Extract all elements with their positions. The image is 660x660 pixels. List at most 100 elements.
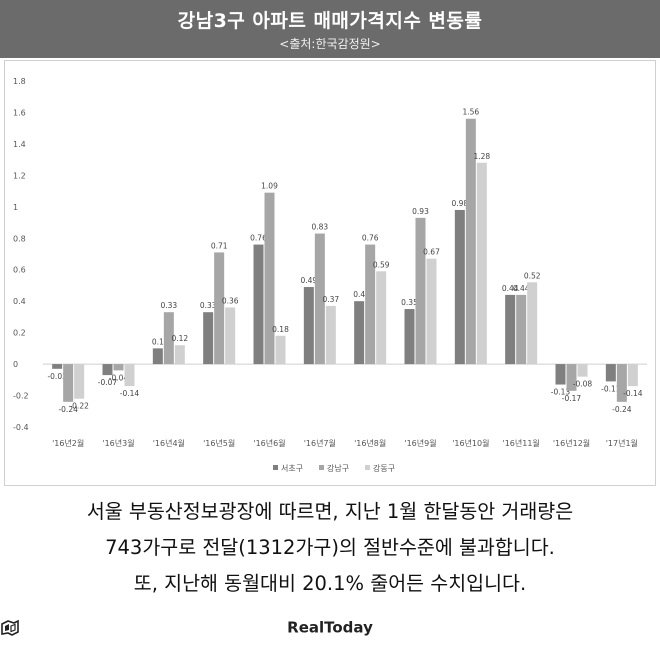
y-tick-label: -0.4 <box>13 423 29 432</box>
brand-name: RealToday <box>287 618 373 637</box>
realtoday-logo-icon <box>1 619 19 636</box>
data-label: -0.22 <box>69 402 89 411</box>
data-label: 0.1 <box>152 337 164 346</box>
bar <box>605 364 616 382</box>
bar <box>404 309 415 365</box>
chart-source: <출처:한국감정원> <box>279 37 381 51</box>
bar <box>74 364 85 399</box>
data-label: -0.24 <box>58 405 78 414</box>
bar <box>415 217 426 365</box>
x-tick-label: '16년6월 <box>253 438 285 448</box>
data-label: 0.4 <box>353 290 365 299</box>
legend-label: 서초구 <box>281 464 303 473</box>
bar <box>253 244 264 365</box>
data-label: 0.76 <box>250 234 267 243</box>
legend-swatch <box>319 465 324 470</box>
data-label: -0.08 <box>573 380 593 389</box>
legend-swatch <box>365 465 370 470</box>
bar <box>577 364 588 377</box>
y-tick-label: 1.8 <box>13 77 26 86</box>
x-tick-label: '16년8월 <box>354 438 386 448</box>
legend-label: 강남구 <box>327 463 349 473</box>
data-label: -0.03 <box>47 372 67 381</box>
data-label: 0.18 <box>272 325 289 334</box>
bar <box>376 271 387 365</box>
data-label: -0.17 <box>562 394 582 403</box>
y-tick-label: 1.6 <box>13 108 26 117</box>
data-label: -0.07 <box>98 378 118 387</box>
data-label: 0.44 <box>513 284 530 293</box>
data-label: 0.35 <box>401 298 418 307</box>
bar <box>354 301 365 365</box>
y-tick-label: 0.2 <box>13 329 26 338</box>
data-label: 0.49 <box>300 276 317 285</box>
bar <box>163 312 174 365</box>
caption-line-2: 743가구로 전달(1312가구)의 절반수준에 불과합니다. <box>105 536 555 559</box>
y-tick-label: 1.4 <box>13 140 26 149</box>
bar <box>465 118 476 365</box>
brand-footer: RealToday <box>0 618 660 637</box>
data-label: -0.24 <box>612 405 632 414</box>
data-label: 0.44 <box>502 284 519 293</box>
bar <box>113 364 124 371</box>
bar <box>555 364 566 385</box>
x-tick-label: '17년1월 <box>606 438 638 448</box>
y-tick-label: 0.8 <box>13 234 26 243</box>
data-label: 0.33 <box>200 301 217 310</box>
bar <box>426 258 437 365</box>
bar <box>476 162 487 365</box>
y-tick-label: 0.4 <box>13 297 26 306</box>
bar <box>275 335 286 365</box>
bar-chart: 1.8 1.6 1.4 1.2 1 0.8 0.6 0.4 0.2 0 -0.2 -0.4 -0.03 -… <box>13 77 647 473</box>
bar <box>527 282 538 365</box>
data-label: -0.13 <box>551 388 571 397</box>
bar <box>124 364 135 387</box>
y-tick-label: 0 <box>13 360 18 369</box>
data-label: 0.12 <box>171 334 188 343</box>
bar <box>203 312 214 365</box>
bar <box>214 252 225 365</box>
x-tick-label: '16년3월 <box>102 438 134 448</box>
y-tick-label: 1.2 <box>13 171 26 180</box>
x-tick-label: '16년10월 <box>452 438 489 448</box>
data-label: 1.28 <box>473 152 490 161</box>
chart-frame: 1.8 1.6 1.4 1.2 1 0.8 0.6 0.4 0.2 0 -0.2 -0.4 -0.03 -… <box>4 60 656 486</box>
x-tick-label: '16년11월 <box>503 438 540 448</box>
bar <box>152 348 163 365</box>
data-label: 0.36 <box>222 296 239 305</box>
bar <box>314 233 325 365</box>
data-label: 1.09 <box>261 182 278 191</box>
x-tick-label: '16년9월 <box>404 438 436 448</box>
data-label: 0.37 <box>322 295 339 304</box>
data-label: -0.14 <box>623 389 643 398</box>
x-tick-label: '16년2월 <box>52 438 84 448</box>
bar <box>516 294 527 365</box>
bar <box>225 307 236 365</box>
bar <box>505 294 516 365</box>
legend-swatch <box>273 465 278 470</box>
bar <box>52 364 63 369</box>
data-label: 1.56 <box>462 108 479 117</box>
x-tick-label: '16년12월 <box>553 438 590 448</box>
y-tick-label: 1 <box>13 203 18 212</box>
data-label: 0.93 <box>412 207 429 216</box>
data-label: -0.14 <box>120 389 140 398</box>
chart-title: 강남3구 아파트 매매가격지수 변동률 <box>177 10 483 32</box>
x-tick-label: '16년4월 <box>153 438 185 448</box>
x-tick-label: '16년5월 <box>203 438 235 448</box>
data-label: 0.52 <box>524 271 541 280</box>
data-label: 0.59 <box>373 260 390 269</box>
x-tick-label: '16년7월 <box>304 438 336 448</box>
y-tick-label: -0.2 <box>13 392 29 401</box>
bar <box>174 345 185 365</box>
bar <box>102 364 113 376</box>
bar <box>627 364 638 387</box>
caption-text: 서울 부동산정보광장에 따르면, 지난 1월 한달동안 거래량은 743가구로 … <box>0 494 660 602</box>
bar <box>616 364 627 402</box>
data-label: -0.11 <box>601 384 621 393</box>
data-label: 0.83 <box>311 223 328 232</box>
bar <box>63 364 74 402</box>
legend-label: 강동구 <box>373 463 395 473</box>
y-tick-label: 0.6 <box>13 266 26 275</box>
data-label: 0.33 <box>160 301 177 310</box>
